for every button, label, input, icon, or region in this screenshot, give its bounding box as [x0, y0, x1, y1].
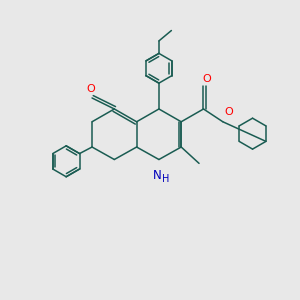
Text: H: H — [162, 174, 169, 184]
Text: O: O — [86, 84, 95, 94]
Text: N: N — [153, 169, 162, 182]
Text: O: O — [224, 107, 233, 117]
Text: O: O — [203, 74, 212, 84]
